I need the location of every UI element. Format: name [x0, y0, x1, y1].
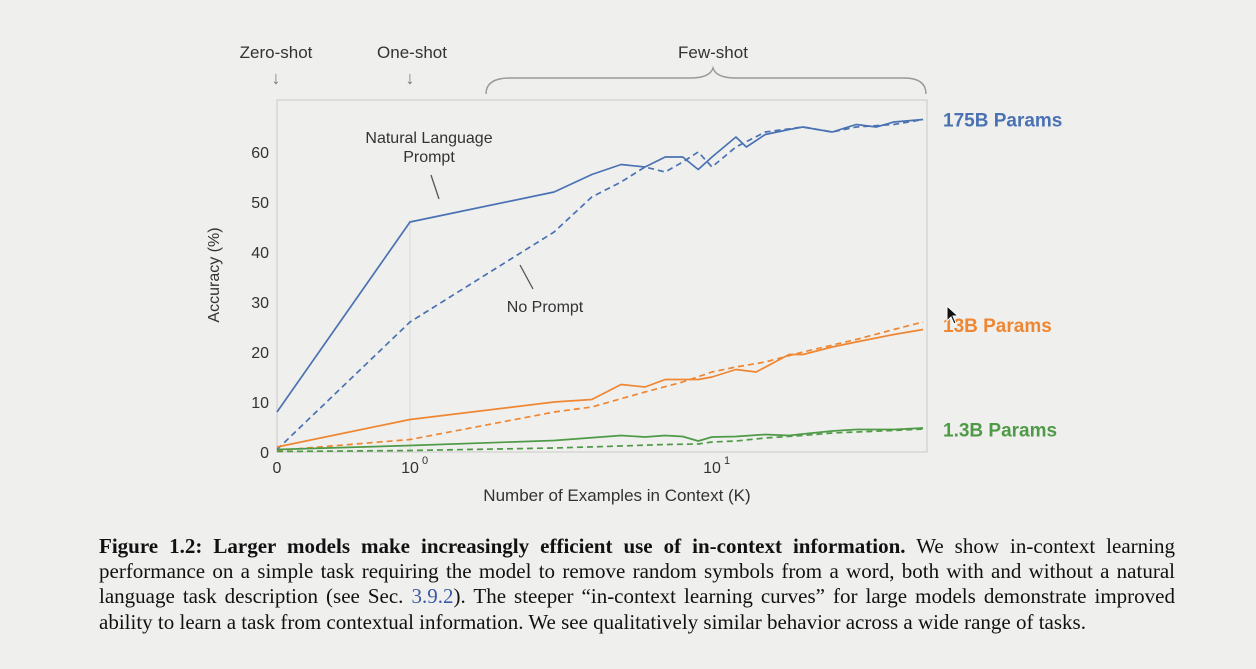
x-tick-exponent: 0 — [422, 455, 428, 467]
few-shot-brace — [485, 65, 927, 95]
zero-shot-label: Zero-shot — [240, 43, 313, 62]
y-tick-label: 50 — [251, 195, 269, 212]
annotation-prompt: Prompt — [403, 149, 455, 166]
plot-frame — [276, 99, 928, 453]
series-labels: 175B Params 13B Params 1.3B Params — [943, 111, 1062, 442]
y-tick-label: 10 — [251, 395, 269, 412]
zero-shot-arrow: ↓ — [272, 68, 281, 88]
x-tick-exponent: 1 — [724, 455, 730, 467]
y-ticks: 0 10 20 30 40 50 60 — [251, 145, 269, 462]
few-shot-label: Few-shot — [678, 43, 748, 62]
y-tick-label: 0 — [260, 445, 269, 462]
y-tick-label: 20 — [251, 345, 269, 362]
y-tick-label: 60 — [251, 145, 269, 162]
caption-text-after-ref: ). The steeper “in-context learning curv… — [99, 584, 1175, 634]
annotation-natural-language: Natural Language — [365, 130, 492, 147]
series-end-label: 13B Params — [943, 316, 1052, 337]
series-line — [276, 321, 924, 452]
series-end-label: 175B Params — [943, 111, 1062, 132]
one-shot-arrow: ↓ — [406, 68, 415, 88]
series-line — [276, 428, 924, 453]
caption-section-link[interactable]: 3.9.2 — [411, 584, 454, 609]
y-axis-label: Accuracy (%) — [206, 227, 223, 322]
chart: Zero-shot ↓ One-shot ↓ Few-shot Accuracy… — [206, 43, 1062, 505]
x-tick-label: 10 — [401, 460, 419, 477]
x-axis-label: Number of Examples in Context (K) — [483, 486, 750, 505]
annotation-no-prompt: No Prompt — [507, 299, 584, 316]
series-line — [276, 118, 924, 413]
series-end-label: 1.3B Params — [943, 421, 1057, 442]
x-ticks: 0 10 0 10 1 — [273, 455, 731, 477]
caption-figure-label: Figure 1.2: — [99, 534, 203, 558]
x-tick-label: 0 — [273, 460, 282, 477]
series-line — [276, 427, 924, 451]
one-shot-label: One-shot — [377, 43, 447, 62]
series-lines — [276, 118, 924, 453]
y-tick-label: 30 — [251, 295, 269, 312]
series-line — [276, 328, 924, 448]
caption-text-before-ref: We show in-context learning performance … — [99, 534, 1175, 609]
x-tick-label: 10 — [703, 460, 721, 477]
y-tick-label: 40 — [251, 245, 269, 262]
caption-bold-title: Larger models make increasingly efficien… — [213, 534, 906, 558]
annotation-natural-pointer — [430, 174, 440, 200]
mouse-cursor-icon — [946, 305, 960, 325]
figure-caption: Figure 1.2: Larger models make increasin… — [99, 534, 1175, 635]
annotation-no-prompt-pointer — [519, 264, 534, 290]
